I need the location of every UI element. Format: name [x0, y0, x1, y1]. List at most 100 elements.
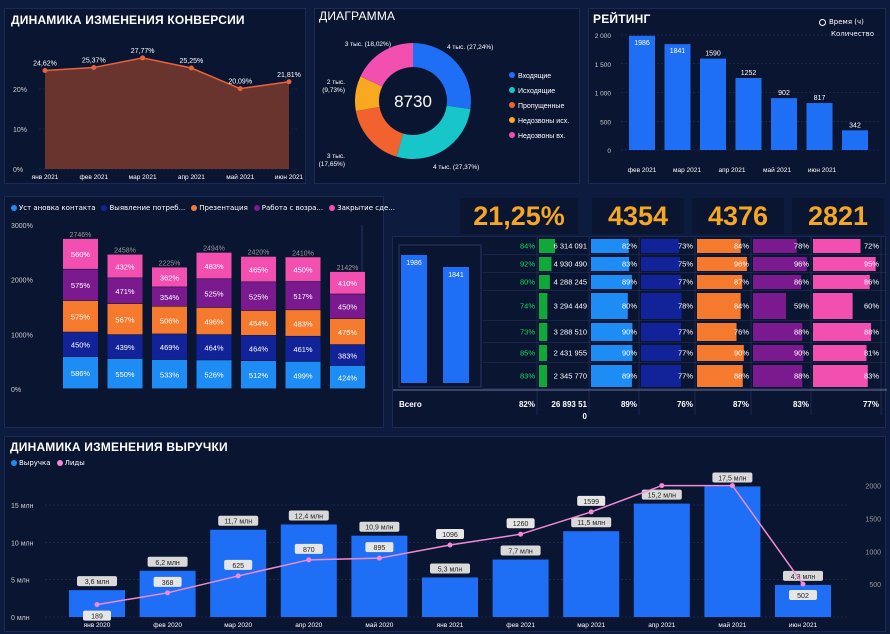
table-total-value: 77%	[863, 400, 879, 409]
rating-bar	[771, 98, 797, 150]
table-cell-value: 81%	[864, 349, 879, 358]
revenue-label-box	[641, 489, 682, 500]
table-cell-value: 90%	[622, 349, 637, 358]
revenue-value-label: 17,5 млн	[718, 475, 746, 482]
kpi-value-4: 2821	[792, 198, 884, 234]
table-cell-value: 3 288 510	[554, 328, 587, 337]
table-cell-bar	[641, 275, 682, 289]
stacked-segment-label: 464%	[204, 344, 224, 353]
stacked-segment-label: 465%	[249, 265, 269, 274]
table-cell-bar	[539, 257, 552, 271]
table-cell-value: 87%	[734, 278, 749, 287]
stacked-segment	[330, 294, 365, 319]
legend-label: Уст ановка контакта	[19, 204, 96, 212]
table-cell-bar	[539, 345, 547, 361]
table-cell-bar	[641, 257, 680, 271]
table-cell-value: 4 930 490	[554, 260, 587, 269]
donut-chart[interactable]: 8730 4 тыс. (27,24%) Входящие 4 тыс. (27,37…	[315, 9, 581, 185]
stacked-segment-label: 525%	[204, 289, 224, 298]
stacked-segment	[152, 334, 187, 360]
revenue-label-box	[77, 576, 117, 587]
stacked-segment	[330, 365, 365, 389]
stacked-segment	[107, 278, 143, 304]
table-cell-bar	[697, 345, 744, 361]
table-cell-bar	[591, 293, 628, 319]
revenue-value-label: 10,9 млн	[365, 525, 393, 532]
y-tick-label: 3000%	[11, 223, 33, 230]
leads-point	[659, 483, 665, 489]
y-right-tick-label: 2000	[865, 484, 881, 491]
table-cell-value: 95%	[864, 260, 879, 269]
conversion-point	[237, 86, 243, 92]
stacked-segment	[63, 238, 98, 269]
stacked-segment-label: 450%	[338, 303, 358, 312]
rating-bar	[664, 44, 691, 150]
table-cell-bar	[697, 323, 737, 341]
table-cell-bar	[539, 323, 548, 341]
table-cell-value: 78%	[678, 302, 693, 311]
rating-value-label: 1986	[634, 40, 650, 47]
mini-bar	[443, 267, 469, 383]
stacked-segment	[241, 282, 276, 311]
stacked-segment-label: 575%	[71, 313, 91, 322]
conversion-chart[interactable]: 20% 10% 0% 24,62% янв 2021 25,37% фев 2021 27,7…	[5, 9, 307, 185]
stacked-legend-item[interactable]: Выявление потреб...	[101, 204, 185, 212]
rating-chart[interactable]: 2 000 1 500 1 000 500 0 1986 1841 1590 1252 902 81…	[589, 9, 887, 185]
table-cell-bar	[697, 275, 743, 289]
stacked-segment	[152, 306, 187, 334]
table-cell-bar	[697, 257, 747, 271]
revenue-chart[interactable]: 15 млн 10 млн 5 млн 0 млн 2000 1500 1000 500 3,6…	[5, 437, 887, 633]
mini-bar-label: 1841	[448, 272, 464, 279]
stacked-legend-item[interactable]: Работа с возра...	[253, 204, 323, 212]
donut-slice-label: 2 тыс.	[327, 79, 345, 86]
table-cell-value: 83%	[622, 260, 637, 269]
table-total-value: 89%	[621, 400, 637, 409]
x-tick-label: апр 2021	[178, 174, 205, 181]
table-cell-value: 74%	[520, 302, 535, 311]
stacked-segment-label: 517%	[293, 292, 313, 301]
y-tick-label: 1000%	[11, 332, 33, 339]
table-cell-value: 90%	[734, 349, 749, 358]
table-total-value: 82%	[519, 400, 535, 409]
x-tick-label: май 2021	[718, 621, 746, 629]
donut-slice-label: (17,65%)	[319, 161, 345, 168]
conversion-panel: ДИНАМИКА ИЗМЕНЕНИЯ КОНВЕРСИИ 20% 10% 0% 24,…	[4, 8, 306, 184]
table-cell-value: 96%	[794, 260, 809, 269]
stacked-segment-label: 464%	[249, 344, 269, 353]
y-tick-label: 500	[600, 119, 611, 126]
x-tick-label: май 2021	[763, 166, 791, 174]
y-tick-label: 1 500	[595, 62, 612, 69]
x-tick-label: май 2021	[226, 173, 254, 181]
rating-panel: РЕЙТИНГ Время (ч) Количество 2 000 1 500 1…	[588, 8, 886, 184]
table-cell-value: 80%	[520, 278, 535, 287]
table-cell-bar	[753, 345, 804, 361]
stacked-segment-label: 432%	[115, 262, 135, 271]
stacked-segment-label: 586%	[71, 369, 91, 378]
leads-value-label: 189	[91, 614, 103, 621]
stacked-legend-item[interactable]: Закрытие сде...	[329, 204, 395, 212]
stacked-total-label: 2420%	[248, 250, 270, 257]
stacked-chart[interactable]: 3000% 2000% 1000% 0% 586% 450% 575% 575% 560% 274…	[5, 197, 385, 429]
table-panel: 1986 1841 84% 6 314 091 82% 73% 84% 78% 72% 92% 4 …	[392, 236, 887, 429]
table-cell-bar	[641, 323, 682, 341]
revenue-legend: Выручка Лиды	[11, 459, 85, 467]
x-tick-label: мар 2021	[673, 167, 701, 174]
table-cell-value: 86%	[864, 278, 879, 287]
leads-point	[165, 590, 171, 596]
stacked-legend-item[interactable]: Презентация	[191, 204, 248, 212]
leads-value-label: 625	[232, 563, 244, 570]
legend-label: Входящие	[518, 73, 551, 80]
table-cell-value: 90%	[622, 328, 637, 337]
stacked-segment	[107, 334, 143, 359]
revenue-title: ДИНАМИКА ИЗМЕНЕНИЯ ВЫРУЧКИ	[10, 440, 228, 454]
revenue-bar	[563, 531, 620, 617]
table-cell-value: 77%	[678, 278, 693, 287]
legend-dot	[329, 205, 336, 211]
rating-legend-count: Количество	[831, 30, 875, 38]
rating-value-label: 342	[849, 122, 861, 129]
table-cell-bar	[539, 239, 555, 253]
legend-label: Исходящие	[518, 88, 555, 95]
leads-label-box	[224, 559, 253, 570]
metrics-table[interactable]: 1986 1841 84% 6 314 091 82% 73% 84% 78% 72% 92% 4 …	[393, 237, 887, 429]
stacked-legend-item[interactable]: Уст ановка контакта	[11, 204, 95, 212]
